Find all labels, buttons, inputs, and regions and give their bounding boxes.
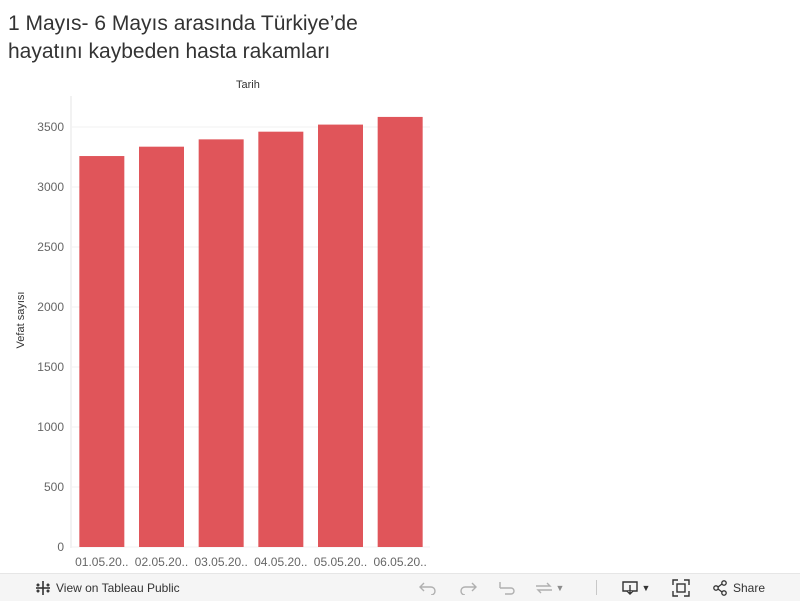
gridlines (72, 126, 430, 548)
x-tick-label: 05.05.20.. (314, 555, 367, 569)
bar[interactable] (258, 131, 304, 547)
download-button[interactable]: ▼ (620, 574, 652, 601)
toolbar-divider (596, 580, 597, 595)
view-on-tableau-button[interactable]: View on Tableau Public (33, 574, 180, 601)
redo-icon (458, 578, 478, 598)
y-tick-label: 2000 (37, 300, 64, 314)
x-tick-labels: 01.05.20.. 02.05.20.. 03.05.20.. 04.05.20..… (75, 555, 427, 569)
bar[interactable] (198, 139, 244, 548)
chevron-down-icon: ▼ (641, 582, 651, 593)
tableau-toolbar: View on Tableau Public ▼ ▼ (0, 573, 800, 601)
refresh-button[interactable]: ▼ (534, 574, 566, 601)
bar[interactable] (79, 156, 125, 548)
revert-button[interactable] (498, 574, 518, 601)
bars (79, 116, 423, 548)
redo-button[interactable] (458, 574, 478, 601)
x-axis-title-text: Tarih (236, 79, 260, 91)
y-tick-label: 0 (57, 540, 64, 554)
refresh-icon (534, 578, 554, 598)
y-tick-label: 3500 (37, 120, 64, 134)
chart-title: 1 Mayıs- 6 Mayıs arasında Türkiye’de hay… (8, 12, 358, 63)
x-tick-label: 01.05.20.. (75, 555, 128, 569)
fullscreen-icon (671, 578, 691, 598)
tableau-logo-icon (33, 578, 53, 598)
revert-icon (498, 578, 518, 598)
view-on-tableau-label: View on Tableau Public (56, 580, 180, 595)
x-tick-label: 02.05.20.. (135, 555, 188, 569)
y-tick-label: 1500 (37, 360, 64, 374)
bar[interactable] (139, 146, 184, 547)
download-icon (620, 578, 640, 598)
x-tick-label: 06.05.20.. (373, 555, 426, 569)
y-tick-label: 500 (44, 480, 64, 494)
y-tick-label: 3000 (37, 180, 64, 194)
share-icon (710, 578, 730, 598)
y-tick-label: 2500 (37, 240, 64, 254)
chevron-down-icon: ▼ (555, 582, 565, 593)
fullscreen-button[interactable] (671, 574, 691, 601)
share-button[interactable]: Share (710, 574, 765, 601)
share-label: Share (733, 580, 766, 595)
bar[interactable] (377, 116, 423, 548)
bar[interactable] (318, 124, 363, 547)
x-tick-label: 04.05.20.. (254, 555, 307, 569)
undo-button[interactable] (418, 574, 438, 601)
y-tick-labels: 0 500 1000 1500 2000 2500 3000 3500 (37, 120, 64, 554)
undo-icon (418, 578, 438, 598)
y-tick-label: 1000 (37, 420, 64, 434)
x-tick-label: 03.05.20.. (194, 555, 247, 569)
